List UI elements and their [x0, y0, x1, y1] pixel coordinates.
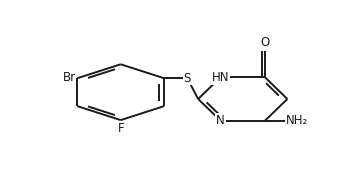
- Text: Br: Br: [62, 71, 76, 84]
- Text: F: F: [117, 122, 124, 135]
- Text: NH₂: NH₂: [286, 114, 308, 127]
- Text: O: O: [260, 36, 270, 50]
- Text: S: S: [184, 72, 191, 85]
- Text: HN: HN: [212, 71, 229, 84]
- Text: N: N: [216, 114, 225, 127]
